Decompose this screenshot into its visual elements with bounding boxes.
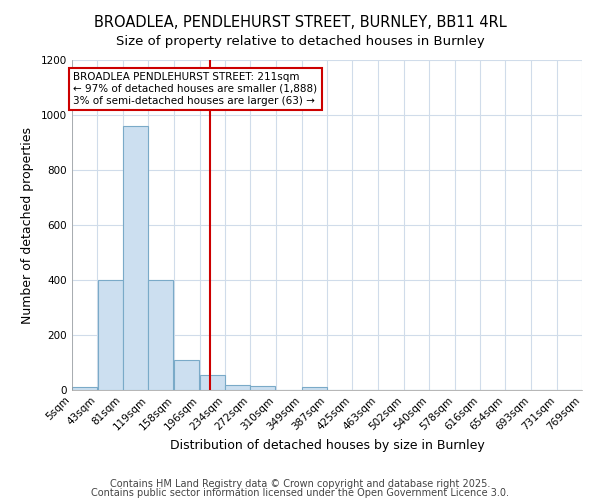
Bar <box>123 126 148 390</box>
Text: Size of property relative to detached houses in Burnley: Size of property relative to detached ho… <box>116 35 484 48</box>
Bar <box>200 375 224 390</box>
Text: Contains HM Land Registry data © Crown copyright and database right 2025.: Contains HM Land Registry data © Crown c… <box>110 479 490 489</box>
Bar <box>175 360 199 390</box>
Bar <box>98 280 122 390</box>
Bar <box>250 386 275 390</box>
Bar <box>302 387 327 390</box>
Bar <box>72 387 97 390</box>
Bar <box>148 280 173 390</box>
Y-axis label: Number of detached properties: Number of detached properties <box>21 126 34 324</box>
Text: BROADLEA, PENDLEHURST STREET, BURNLEY, BB11 4RL: BROADLEA, PENDLEHURST STREET, BURNLEY, B… <box>94 15 506 30</box>
X-axis label: Distribution of detached houses by size in Burnley: Distribution of detached houses by size … <box>170 438 484 452</box>
Text: BROADLEA PENDLEHURST STREET: 211sqm
← 97% of detached houses are smaller (1,888): BROADLEA PENDLEHURST STREET: 211sqm ← 97… <box>73 72 317 106</box>
Bar <box>225 384 250 390</box>
Text: Contains public sector information licensed under the Open Government Licence 3.: Contains public sector information licen… <box>91 488 509 498</box>
